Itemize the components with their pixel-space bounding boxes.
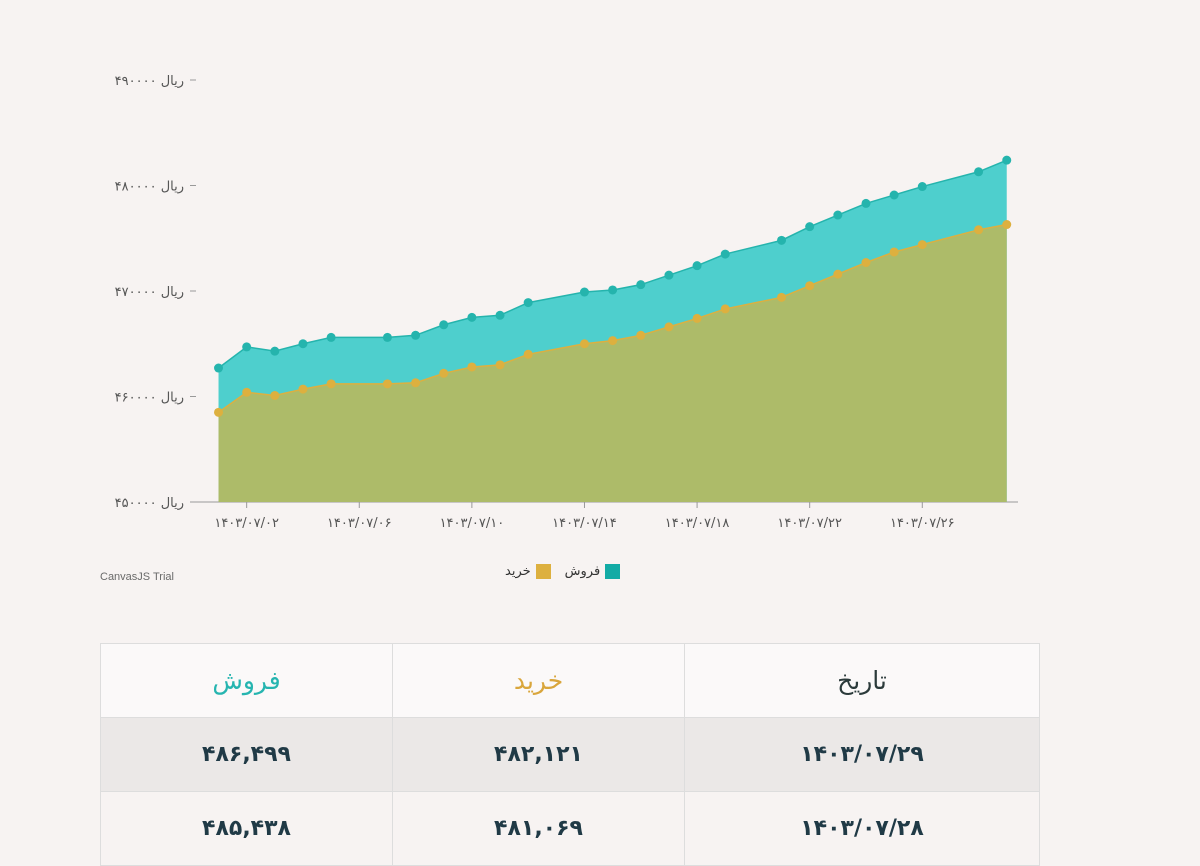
y-tick-label: ریال ۴۷۰۰۰۰ [115, 285, 184, 300]
x-tick-label: ۱۴۰۳/۰۷/۱۰ [440, 516, 505, 531]
table-row: ۱۴۰۳/۰۷/۲۸ ۴۸۱,۰۶۹ ۴۸۵,۴۳۸ [100, 791, 1040, 866]
data-point [1002, 155, 1012, 165]
y-tick-label: ریال ۴۶۰۰۰۰ [115, 391, 184, 406]
data-point [382, 379, 392, 389]
x-tick-label: ۱۴۰۳/۰۷/۱۸ [665, 516, 730, 531]
data-point [495, 360, 505, 370]
data-point [1002, 220, 1012, 230]
legend-item-sell[interactable]: فروش [565, 564, 621, 579]
data-point [692, 313, 702, 323]
data-point [214, 407, 224, 417]
legend-label-sell: فروش [564, 564, 601, 579]
x-tick-label: ۱۴۰۳/۰۷/۰۲ [214, 516, 279, 531]
data-point [467, 362, 477, 372]
data-point [636, 330, 646, 340]
data-point [523, 298, 533, 308]
data-point [298, 339, 308, 349]
data-point [298, 384, 308, 394]
data-point [270, 390, 280, 400]
table-row: ۱۴۰۳/۰۷/۲۹ ۴۸۲,۱۲۱ ۴۸۶,۴۹۹ [100, 717, 1040, 792]
data-point [777, 292, 787, 302]
data-point [608, 285, 618, 295]
data-point [917, 182, 927, 192]
x-tick-label: ۱۴۰۳/۰۷/۲۲ [777, 516, 842, 531]
data-point [608, 336, 618, 346]
data-point [214, 363, 224, 373]
cell-date: ۱۴۰۳/۰۷/۲۹ [684, 717, 1040, 792]
data-point [692, 261, 702, 271]
data-point [382, 332, 392, 342]
data-point [917, 240, 927, 250]
header-buy: خرید [392, 643, 685, 718]
data-point [664, 270, 674, 280]
data-point [833, 210, 843, 220]
data-point [889, 247, 899, 257]
chart-credit[interactable]: CanvasJS Trial [100, 571, 174, 583]
y-tick-label: ریال ۴۹۰۰۰۰ [115, 74, 184, 89]
price-chart: ریال ۴۵۰۰۰۰ ریال ۴۶۰۰۰۰ ریال ۴۷۰۰۰۰ ریال ۴۸… [100, 74, 1018, 583]
data-point [805, 281, 815, 291]
data-point [889, 190, 899, 200]
data-point [411, 330, 421, 340]
data-point [861, 198, 871, 208]
data-point [636, 280, 646, 290]
data-point [467, 312, 477, 322]
data-point [439, 368, 449, 378]
price-chart-svg: ریال ۴۵۰۰۰۰ ریال ۴۶۰۰۰۰ ریال ۴۷۰۰۰۰ ریال ۴۸… [115, 74, 1018, 531]
cell-buy: ۴۸۱,۰۶۹ [392, 791, 685, 866]
y-tick-label: ریال ۴۸۰۰۰۰ [115, 180, 184, 195]
data-point [326, 332, 336, 342]
data-point [720, 249, 730, 259]
header-sell: فروش [100, 643, 393, 718]
data-point [495, 310, 505, 320]
x-tick-label: ۱۴۰۳/۰۷/۱۴ [552, 516, 617, 531]
legend-item-buy[interactable]: خرید [505, 564, 551, 579]
data-point [242, 387, 252, 397]
data-point [833, 269, 843, 279]
cell-buy: ۴۸۲,۱۲۱ [392, 717, 685, 792]
data-point [439, 320, 449, 330]
x-tick-label: ۱۴۰۳/۰۷/۰۶ [327, 516, 392, 531]
header-date: تاریخ [684, 643, 1040, 718]
legend-label-buy: خرید [505, 564, 531, 579]
table-header-row: تاریخ خرید فروش [100, 643, 1040, 718]
data-point [861, 258, 871, 268]
price-table: تاریخ خرید فروش ۱۴۰۳/۰۷/۲۹ ۴۸۲,۱۲۱ ۴۸۶,۴… [100, 643, 1040, 866]
data-point [270, 346, 280, 356]
data-point [242, 342, 252, 352]
cell-sell: ۴۸۵,۴۳۸ [100, 791, 393, 866]
data-point [720, 304, 730, 314]
data-point [523, 349, 533, 359]
data-point [664, 322, 674, 332]
legend-swatch-buy [535, 564, 551, 579]
data-point [411, 378, 421, 388]
y-tick-label: ریال ۴۵۰۰۰۰ [115, 496, 184, 511]
data-point [974, 225, 984, 235]
area-series-1 [218, 224, 1007, 502]
data-point [777, 235, 787, 245]
data-point [805, 222, 815, 232]
cell-sell: ۴۸۶,۴۹۹ [100, 717, 393, 792]
data-point [579, 339, 589, 349]
data-point [326, 379, 336, 389]
chart-legend: فروش خرید [505, 564, 621, 579]
data-point [974, 167, 984, 177]
x-tick-label: ۱۴۰۳/۰۷/۲۶ [890, 516, 955, 531]
legend-swatch-sell [605, 564, 621, 579]
data-point [579, 287, 589, 297]
cell-date: ۱۴۰۳/۰۷/۲۸ [684, 791, 1040, 866]
